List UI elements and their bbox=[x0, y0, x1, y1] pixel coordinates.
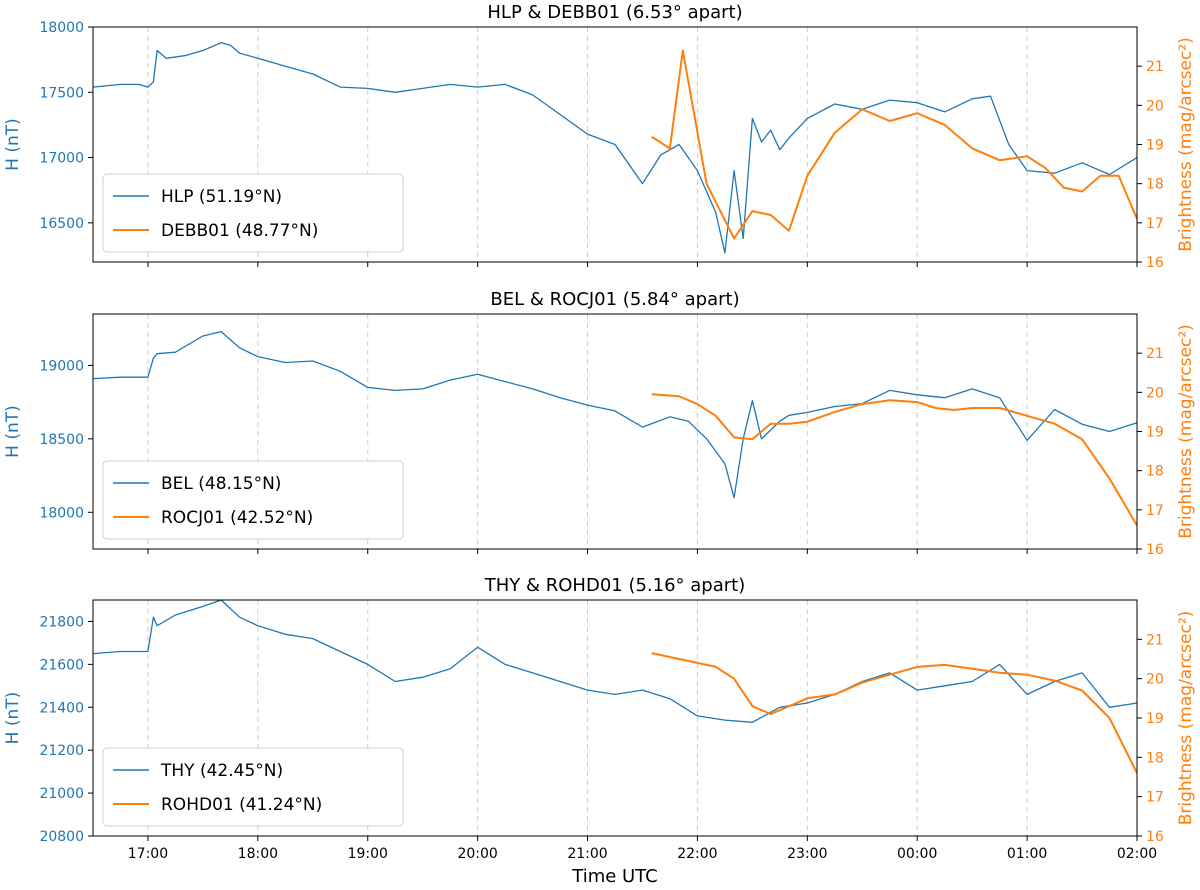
legend-label: DEBB01 (48.77°N) bbox=[161, 221, 318, 241]
y2-axis-label: Brightness (mag/arcsec²) bbox=[1176, 611, 1196, 826]
y2-tick-label: 20 bbox=[1146, 385, 1164, 401]
y-tick-label: 19000 bbox=[39, 358, 84, 374]
y2-tick-label: 16 bbox=[1146, 542, 1164, 558]
y2-tick-label: 21 bbox=[1146, 632, 1164, 648]
y2-tick-label: 21 bbox=[1146, 59, 1164, 75]
y2-tick-label: 18 bbox=[1146, 750, 1164, 766]
y-tick-label: 21600 bbox=[39, 657, 84, 673]
x-tick-label: 20:00 bbox=[457, 846, 497, 862]
y-tick-label: 18000 bbox=[39, 505, 84, 521]
legend-box bbox=[102, 747, 404, 827]
legend-label: HLP (51.19°N) bbox=[161, 187, 282, 207]
legend-label: ROCJ01 (42.52°N) bbox=[161, 508, 313, 528]
panel-title: HLP & DEBB01 (6.53° apart) bbox=[487, 2, 742, 23]
legend-label: ROHD01 (41.24°N) bbox=[161, 795, 322, 815]
y-tick-label: 20800 bbox=[39, 829, 84, 845]
y2-tick-label: 21 bbox=[1146, 346, 1164, 362]
x-tick-label: 00:00 bbox=[897, 846, 937, 862]
y2-tick-label: 17 bbox=[1146, 216, 1164, 232]
y2-tick-label: 20 bbox=[1146, 672, 1164, 688]
series-line-brightness bbox=[651, 652, 1138, 774]
series-line-h bbox=[92, 330, 1138, 499]
y2-tick-label: 17 bbox=[1146, 503, 1164, 519]
x-tick-label: 23:00 bbox=[787, 846, 827, 862]
y-tick-label: 21200 bbox=[39, 743, 84, 759]
series-line-h bbox=[92, 42, 1138, 254]
y2-axis-label: Brightness (mag/arcsec²) bbox=[1176, 37, 1196, 252]
y-tick-label: 16500 bbox=[39, 216, 84, 232]
legend-box bbox=[102, 460, 404, 540]
x-tick-label: 22:00 bbox=[677, 846, 717, 862]
y2-tick-label: 18 bbox=[1146, 464, 1164, 480]
y-axis-label: H (nT) bbox=[3, 405, 23, 458]
legend-label: BEL (48.15°N) bbox=[161, 474, 281, 494]
panel-title: BEL & ROCJ01 (5.84° apart) bbox=[490, 289, 739, 310]
y-tick-label: 21800 bbox=[39, 614, 84, 630]
y2-tick-label: 19 bbox=[1146, 425, 1164, 441]
y2-tick-label: 19 bbox=[1146, 138, 1164, 154]
y2-tick-label: 16 bbox=[1146, 829, 1164, 845]
x-tick-label: 01:00 bbox=[1007, 846, 1047, 862]
y2-tick-label: 20 bbox=[1146, 98, 1164, 114]
y2-tick-label: 19 bbox=[1146, 711, 1164, 727]
panel-title: THY & ROHD01 (5.16° apart) bbox=[484, 575, 746, 596]
y-tick-label: 21000 bbox=[39, 786, 84, 802]
x-tick-label: 17:00 bbox=[128, 846, 168, 862]
y-axis-label: H (nT) bbox=[3, 118, 23, 171]
x-tick-label: 21:00 bbox=[567, 846, 607, 862]
series-line-brightness bbox=[651, 49, 1138, 240]
legend-box bbox=[102, 173, 404, 253]
y2-tick-label: 18 bbox=[1146, 177, 1164, 193]
y2-tick-label: 16 bbox=[1146, 255, 1164, 271]
y-tick-label: 17000 bbox=[39, 151, 84, 167]
y-axis-label: H (nT) bbox=[3, 692, 23, 745]
y-tick-label: 18500 bbox=[39, 432, 84, 448]
y-tick-label: 21400 bbox=[39, 700, 84, 716]
x-tick-label: 02:00 bbox=[1117, 846, 1157, 862]
x-tick-label: 18:00 bbox=[238, 846, 278, 862]
series-line-h bbox=[92, 599, 1138, 723]
series-line-brightness bbox=[651, 393, 1138, 527]
y-tick-label: 18000 bbox=[39, 20, 84, 36]
y2-tick-label: 17 bbox=[1146, 790, 1164, 806]
y-tick-label: 17500 bbox=[39, 85, 84, 101]
y2-axis-label: Brightness (mag/arcsec²) bbox=[1176, 324, 1196, 539]
x-tick-label: 19:00 bbox=[348, 846, 388, 862]
x-axis-label: Time UTC bbox=[571, 866, 657, 886]
legend-label: THY (42.45°N) bbox=[160, 761, 283, 781]
